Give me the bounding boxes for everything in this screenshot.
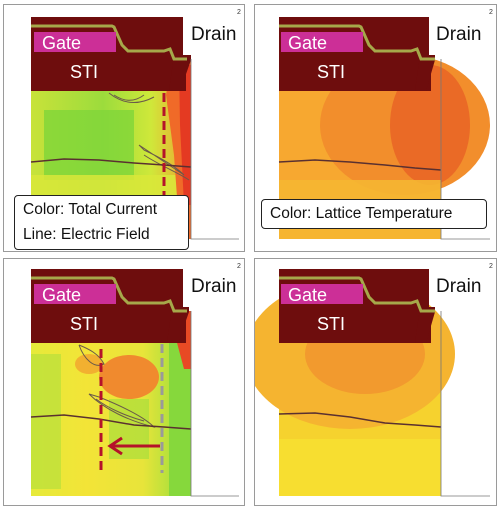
field-contour	[113, 94, 145, 101]
legend-color-label: Color: Total Current	[23, 201, 158, 218]
sti-label: STI	[70, 62, 99, 82]
junction-line	[30, 414, 192, 430]
drain-label: Drain	[436, 24, 482, 45]
sti-label: STI	[70, 314, 99, 334]
drain-label: Drain	[436, 276, 482, 297]
legend-line-label: Line: Electric Field	[23, 226, 150, 243]
legend-box: Color: Lattice Temperature	[261, 199, 487, 229]
junction-line	[278, 159, 442, 171]
domain-outline	[190, 311, 239, 497]
corner-mark: 2	[489, 9, 493, 16]
panel-lattice-temperature-shifted: Gate STI Drain 2	[254, 258, 497, 506]
shift-arrow-head	[107, 436, 123, 456]
sti-region	[31, 55, 186, 91]
gate-block	[34, 32, 116, 52]
gate-label: Gate	[288, 33, 328, 53]
corner-mark: 2	[237, 263, 241, 270]
panel-1-simulation	[30, 17, 239, 240]
gate-liner	[279, 24, 435, 61]
orange-spot	[99, 355, 159, 399]
green-right	[169, 341, 191, 496]
gate-liner	[279, 276, 435, 313]
gate-label: Gate	[288, 285, 328, 305]
domain-outline	[190, 59, 239, 240]
drain-label: Drain	[191, 276, 237, 297]
field-contour	[108, 92, 155, 103]
green-left	[31, 354, 61, 489]
corner-mark: 2	[237, 9, 241, 16]
field-contour	[95, 398, 145, 422]
sti-slope	[169, 55, 191, 91]
junction-line	[30, 158, 192, 168]
panel-total-current: Gate STI Drain 2 Color: Total Current Li…	[3, 4, 245, 252]
panel-lattice-temperature: Gate STI Drain 2 Color: Lattice Temperat…	[254, 4, 497, 252]
panel-total-current-shifted: Gate STI Drain 2	[3, 258, 245, 506]
gate-liner	[31, 24, 187, 61]
domain-outline	[440, 311, 490, 497]
sti-region	[279, 55, 431, 91]
gate-block	[281, 284, 363, 304]
junction-line	[278, 412, 442, 428]
legend-color-label: Color: Lattice Temperature	[270, 205, 453, 222]
drain-label: Drain	[191, 24, 237, 45]
sti-slope	[415, 307, 435, 343]
drain-hot-core	[179, 65, 191, 205]
sti-slope	[167, 307, 189, 343]
panel-3-simulation	[30, 269, 239, 497]
panel-4-simulation	[255, 269, 490, 497]
field-contour	[143, 154, 190, 181]
orange-spot-small	[75, 354, 103, 374]
gate-liner	[31, 276, 187, 313]
sti-region	[31, 307, 186, 343]
temperature-lower	[279, 439, 441, 496]
sti-label: STI	[317, 62, 346, 82]
sti-label: STI	[317, 314, 346, 334]
gate-block	[34, 284, 116, 304]
sti-slope	[415, 55, 435, 91]
gate-label: Gate	[42, 285, 82, 305]
gate-label: Gate	[42, 33, 82, 53]
gate-block	[281, 32, 363, 52]
field-contour	[78, 344, 105, 366]
temperature-hot	[390, 65, 470, 185]
field-contour	[138, 144, 185, 176]
legend-box: Color: Total Current Line: Electric Fiel…	[14, 195, 189, 250]
green-core	[44, 110, 134, 180]
corner-mark: 2	[489, 263, 493, 270]
domain-outline	[440, 59, 490, 240]
sti-region	[279, 307, 431, 343]
